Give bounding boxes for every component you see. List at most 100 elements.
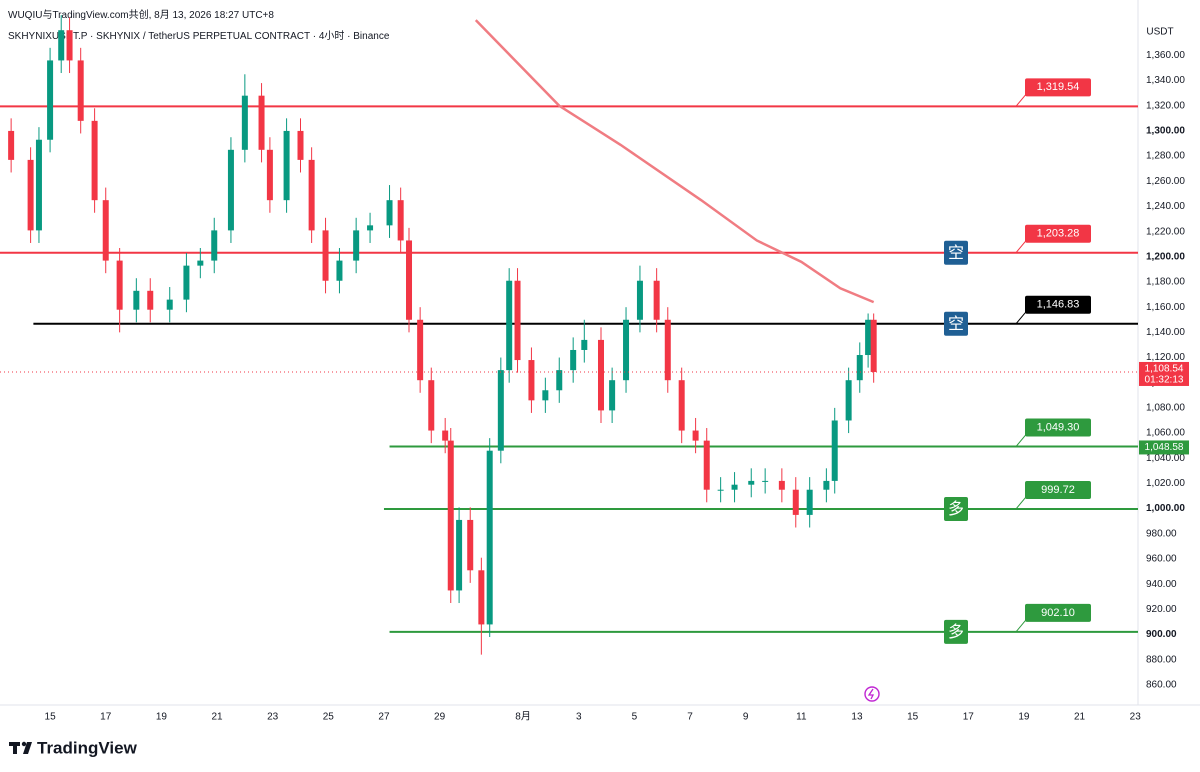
candle-body xyxy=(456,519,463,591)
candle-body xyxy=(428,380,435,431)
x-tick-label: 23 xyxy=(267,712,279,723)
candle-body xyxy=(762,480,769,482)
candle-body xyxy=(597,339,604,411)
candle-body xyxy=(147,290,154,310)
candle-body xyxy=(703,440,710,490)
candle-body xyxy=(442,430,449,441)
brand-logo xyxy=(9,741,32,754)
y-tick-label: 1,200.00 xyxy=(1146,251,1185,262)
candle-body xyxy=(870,319,877,372)
level-connector xyxy=(1015,94,1027,107)
candle-body xyxy=(478,570,485,625)
candle-body xyxy=(8,130,15,160)
candle-body xyxy=(664,319,671,381)
level-label-box xyxy=(1025,480,1091,499)
candle-body xyxy=(353,230,360,261)
ma-line xyxy=(474,19,875,304)
level-marker: 空 xyxy=(948,244,964,262)
candle-body xyxy=(514,280,521,361)
candle-body xyxy=(447,440,454,591)
level-label-box xyxy=(1025,603,1091,622)
candle-body xyxy=(717,489,724,491)
y-tick-label: 960.00 xyxy=(1146,554,1177,565)
last-price-box xyxy=(1139,361,1189,386)
level-label-box xyxy=(1025,78,1091,97)
y-tick-label: 1,280.00 xyxy=(1146,151,1185,162)
candle-body xyxy=(308,159,315,231)
y-tick-label: 880.00 xyxy=(1146,654,1177,665)
candle-body xyxy=(623,319,630,381)
candle-body xyxy=(856,355,863,381)
candle-body xyxy=(823,480,830,490)
header-title: WUQIU与TradingView.com共创, 8月 13, 2026 18:… xyxy=(8,10,274,21)
candle-body xyxy=(748,480,755,485)
candle-body xyxy=(417,319,424,381)
x-tick-label: 9 xyxy=(743,712,749,723)
candle-body xyxy=(183,265,190,300)
alert-icon xyxy=(864,686,880,702)
header-symbol: SKHYNIXUSDT.P · SKHYNIX / TetherUS PERPE… xyxy=(8,31,390,42)
candle-body xyxy=(227,149,234,231)
y-tick-label: 1,040.00 xyxy=(1146,453,1185,464)
candle-body xyxy=(77,60,84,121)
candle-body xyxy=(66,30,73,61)
candle-body xyxy=(831,420,838,481)
x-tick-label: 19 xyxy=(1018,712,1030,723)
y-tick-label: 1,080.00 xyxy=(1146,403,1185,414)
y-tick-label: 1,160.00 xyxy=(1146,302,1185,313)
axis-price-box xyxy=(1139,440,1189,455)
y-tick-label: 900.00 xyxy=(1146,629,1177,640)
candle-body xyxy=(497,370,504,451)
level-label-box xyxy=(1025,224,1091,243)
x-tick-label: 21 xyxy=(1074,712,1086,723)
candle-body xyxy=(609,380,616,411)
level-connector xyxy=(1015,311,1027,325)
candle-body xyxy=(266,149,273,201)
x-tick-label: 11 xyxy=(796,712,807,723)
candle-body xyxy=(211,230,218,261)
level-label: 1,146.83 xyxy=(1037,299,1080,311)
x-tick-label: 19 xyxy=(156,712,168,723)
candle-body xyxy=(570,349,577,371)
y-tick-label: 980.00 xyxy=(1146,528,1177,539)
y-tick-label: 1,360.00 xyxy=(1146,50,1185,61)
x-tick-label: 3 xyxy=(576,712,582,723)
alert-icon xyxy=(867,688,875,700)
candle-body xyxy=(367,225,374,231)
candle-body xyxy=(528,360,535,401)
brand-name: TradingView xyxy=(37,738,138,757)
candle-body xyxy=(47,60,54,140)
level-marker: 多 xyxy=(948,500,964,518)
last-price-label: 1,108.54 xyxy=(1145,364,1184,375)
x-tick-label: 21 xyxy=(211,712,223,723)
y-tick-label: 1,340.00 xyxy=(1146,75,1185,86)
candle-body xyxy=(678,380,685,431)
level-marker: 多 xyxy=(948,623,964,641)
candle-body xyxy=(486,450,493,625)
level-label-box xyxy=(1025,418,1091,437)
countdown: 01:32:13 xyxy=(1145,375,1184,386)
level-label: 1,319.54 xyxy=(1037,81,1080,93)
candle-body xyxy=(336,260,343,281)
x-tick-label: 17 xyxy=(100,712,112,723)
y-tick-label: 1,260.00 xyxy=(1146,176,1185,187)
y-tick-label: 940.00 xyxy=(1146,579,1177,590)
candle-body xyxy=(467,519,474,571)
level-label: 1,203.28 xyxy=(1037,228,1080,240)
level-connector xyxy=(1015,240,1027,254)
y-tick-label: 1,300.00 xyxy=(1146,126,1185,137)
y-tick-label: 920.00 xyxy=(1146,604,1177,615)
level-label-box xyxy=(1025,295,1091,314)
y-axis-unit: USDT xyxy=(1146,27,1173,38)
y-tick-label: 1,220.00 xyxy=(1146,226,1185,237)
candle-body xyxy=(102,200,109,261)
level-label: 1,049.30 xyxy=(1037,421,1080,433)
candle-body xyxy=(542,390,549,401)
candle-body xyxy=(731,484,738,490)
x-tick-label: 13 xyxy=(851,712,863,723)
y-tick-label: 1,060.00 xyxy=(1146,428,1185,439)
candle-body xyxy=(91,120,98,201)
y-tick-label: 1,000.00 xyxy=(1146,503,1185,514)
